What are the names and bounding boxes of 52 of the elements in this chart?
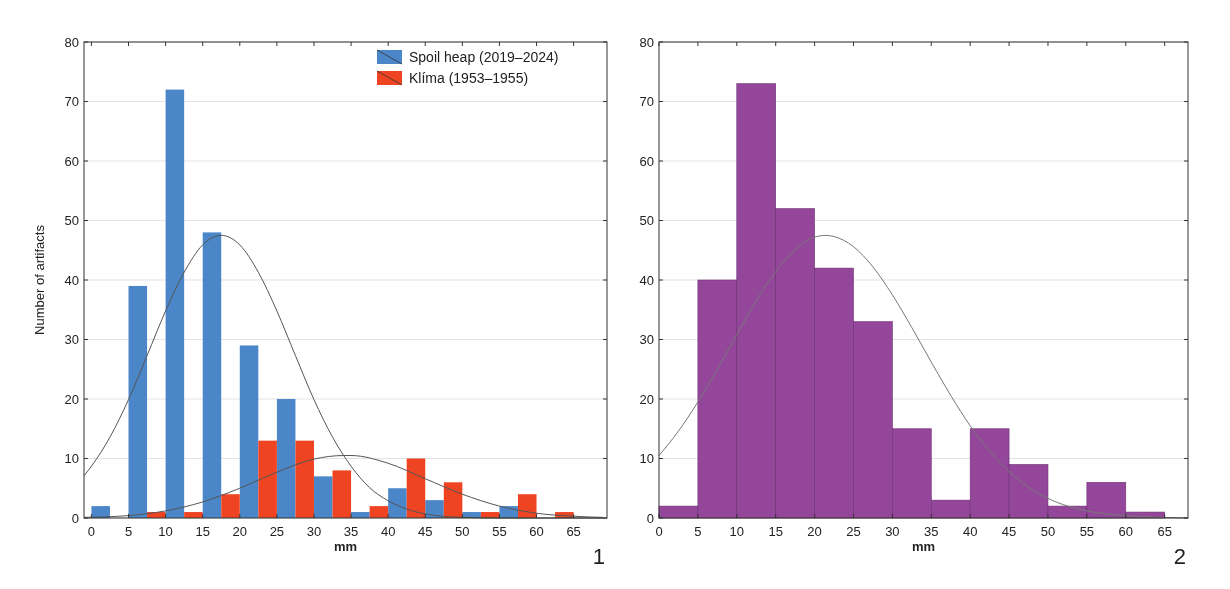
y-tick-label: 60 [64,153,79,169]
x-tick-label: 55 [492,524,507,539]
y-tick-label: 30 [64,332,79,348]
x-tick-label: 65 [566,524,581,539]
x-tick-label: 25 [846,524,861,539]
y-tick-label: 30 [639,332,654,348]
x-tick-label: 45 [418,524,433,539]
y-tick-label: 20 [64,391,79,407]
x-axis-title: mm [333,539,358,554]
x-tick-label: 35 [343,524,359,539]
y-tick-label: 50 [64,213,79,229]
y-tick-label: 70 [64,94,79,110]
y-tick-label: 70 [639,94,654,110]
x-tick-label: 20 [807,524,822,539]
x-tick-label: 10 [729,524,745,539]
x-tick-label: 15 [768,524,783,539]
x-tick-label: 5 [694,524,702,539]
y-tick-label: 40 [639,272,654,288]
x-tick-label: 60 [1118,524,1133,539]
y-tick-label: 10 [64,451,79,467]
x-tick-label: 50 [1040,524,1056,539]
y-tick-label: 40 [64,272,79,288]
text: 2 [1173,544,1186,569]
y-tick-label: 0 [71,510,79,526]
x-tick-label: 25 [269,524,285,539]
y-tick-label: 60 [639,153,654,169]
y-tick-label: 20 [639,391,654,407]
y-tick-label: 80 [639,34,654,50]
y-tick-label: 0 [646,510,654,526]
x-tick-label: 65 [1157,524,1172,539]
x-tick-label: 50 [455,524,470,539]
x-tick-label: 0 [87,524,96,539]
x-tick-label: 10 [158,524,173,539]
x-tick-label: 60 [529,524,544,539]
legend-label: Klíma (1953–1955) [409,69,529,86]
x-tick-label: 5 [124,524,133,539]
x-tick-label: 15 [195,524,210,539]
x-tick-label: 45 [1001,524,1017,539]
x-tick-label: 35 [924,524,939,539]
x-tick-label: 40 [380,524,396,539]
legend-label: Spoil heap (2019–2024) [409,48,559,65]
x-tick-label: 55 [1079,524,1095,539]
text: 1 [592,544,605,569]
x-tick-label: 30 [885,524,900,539]
y-tick-label: 50 [639,213,654,229]
y-tick-label: 80 [64,34,79,50]
x-tick-label: 20 [232,524,248,539]
y-axis-title: Number of artifacts [32,224,47,335]
x-tick-label: 40 [962,524,978,539]
x-axis-title: mm [911,539,936,554]
x-tick-label: 30 [306,524,322,539]
y-tick-label: 10 [639,451,654,467]
